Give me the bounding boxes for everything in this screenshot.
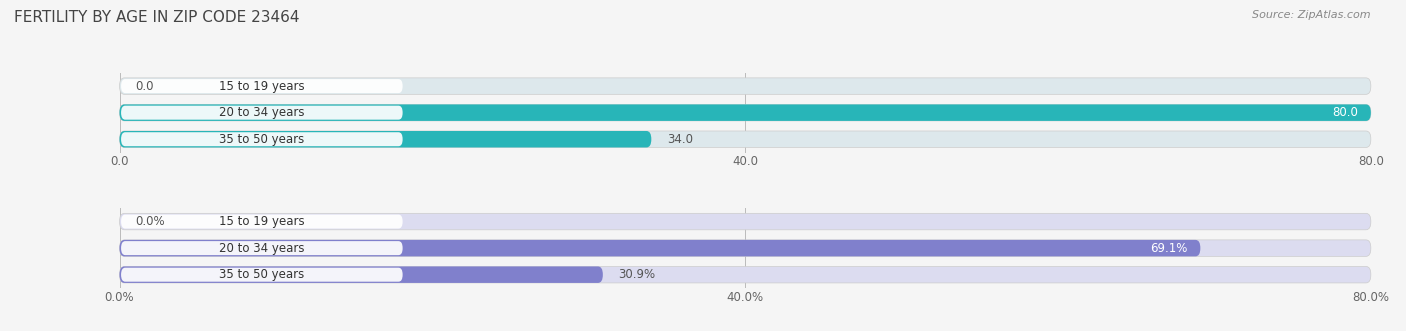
- FancyBboxPatch shape: [120, 78, 1371, 94]
- Text: 35 to 50 years: 35 to 50 years: [219, 133, 305, 146]
- FancyBboxPatch shape: [120, 104, 1371, 121]
- FancyBboxPatch shape: [121, 214, 402, 229]
- Text: 34.0: 34.0: [666, 133, 693, 146]
- FancyBboxPatch shape: [121, 79, 402, 93]
- FancyBboxPatch shape: [120, 240, 1371, 257]
- FancyBboxPatch shape: [120, 131, 651, 147]
- Text: 35 to 50 years: 35 to 50 years: [219, 268, 305, 281]
- FancyBboxPatch shape: [120, 266, 603, 283]
- Text: 15 to 19 years: 15 to 19 years: [219, 215, 305, 228]
- Text: 69.1%: 69.1%: [1150, 242, 1188, 255]
- FancyBboxPatch shape: [121, 106, 402, 120]
- FancyBboxPatch shape: [120, 266, 1371, 283]
- FancyBboxPatch shape: [121, 241, 402, 255]
- FancyBboxPatch shape: [120, 131, 1371, 147]
- Text: 20 to 34 years: 20 to 34 years: [219, 242, 305, 255]
- Text: 30.9%: 30.9%: [619, 268, 655, 281]
- FancyBboxPatch shape: [120, 240, 1201, 257]
- FancyBboxPatch shape: [121, 132, 402, 146]
- FancyBboxPatch shape: [121, 268, 402, 282]
- Text: Source: ZipAtlas.com: Source: ZipAtlas.com: [1253, 10, 1371, 20]
- Text: FERTILITY BY AGE IN ZIP CODE 23464: FERTILITY BY AGE IN ZIP CODE 23464: [14, 10, 299, 25]
- Text: 15 to 19 years: 15 to 19 years: [219, 79, 305, 93]
- Text: 20 to 34 years: 20 to 34 years: [219, 106, 305, 119]
- FancyBboxPatch shape: [120, 213, 1371, 230]
- Text: 80.0: 80.0: [1333, 106, 1358, 119]
- FancyBboxPatch shape: [120, 104, 1371, 121]
- Text: 0.0%: 0.0%: [135, 215, 165, 228]
- Text: 0.0: 0.0: [135, 79, 153, 93]
